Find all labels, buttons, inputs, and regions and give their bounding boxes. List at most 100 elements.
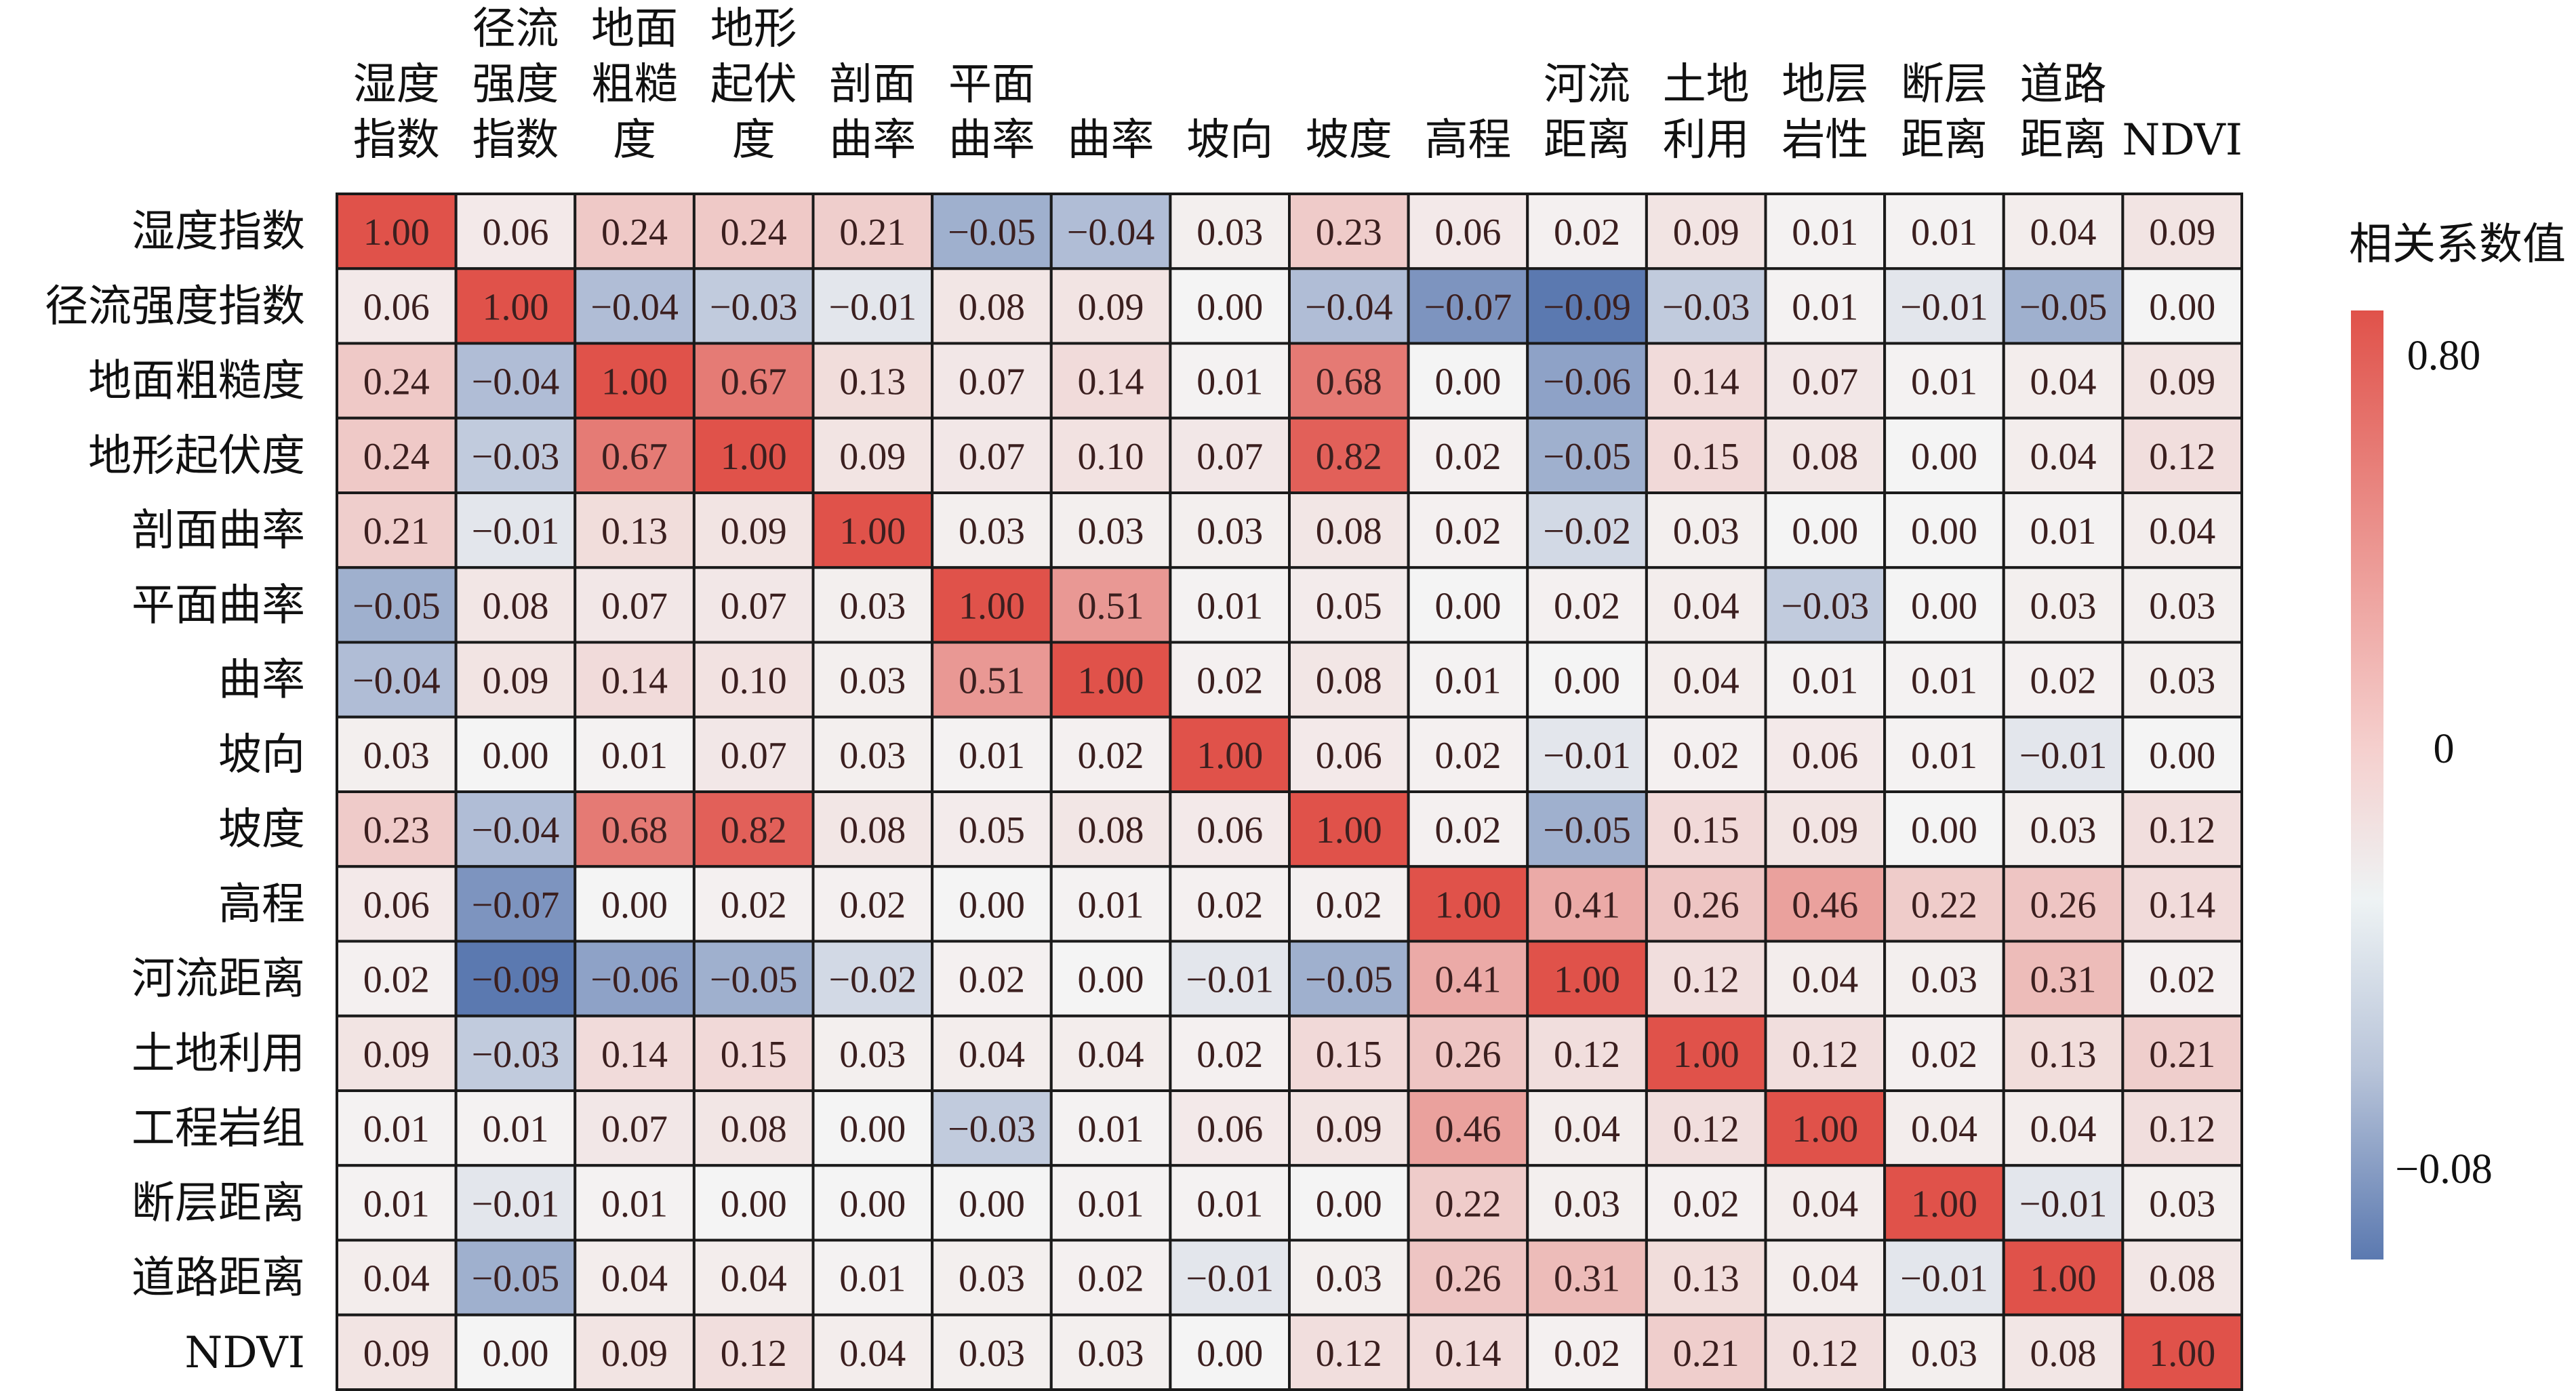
cell-value-label: 0.14: [1673, 361, 1739, 403]
cell-value-label: 0.06: [1792, 735, 1858, 777]
cell-value-label: 0.82: [1316, 436, 1382, 478]
cell-value-label: −0.07: [472, 884, 560, 926]
heatmap-cell: [931, 1164, 1053, 1242]
heatmap-cell: [811, 1014, 934, 1092]
heatmap-cell: [2121, 1014, 2244, 1092]
column-label: 径流: [472, 4, 559, 54]
cell-value-label: 0.03: [839, 585, 906, 627]
cell-value-label: −0.05: [353, 585, 441, 627]
cell-value-label: 0.02: [1673, 735, 1739, 777]
heatmap-cell: [1764, 1014, 1887, 1092]
column-label: 道路: [2020, 60, 2107, 110]
cell-value-label: 0.02: [721, 884, 787, 926]
column-label: 粗糙: [591, 60, 678, 110]
heatmap-cell: [454, 1164, 577, 1242]
heatmap-cell: [811, 1238, 934, 1316]
cell-value-label: 0.02: [1078, 735, 1144, 777]
cell-value-label: 0.09: [839, 436, 906, 478]
cell-value-label: 0.12: [1673, 1108, 1739, 1150]
heatmap-cell: [692, 342, 815, 420]
cell-value-label: 0.03: [2149, 1183, 2215, 1225]
cell-value-label: 0.06: [1316, 735, 1382, 777]
heatmap-cell: [1288, 641, 1410, 719]
cell-value-label: 0.46: [1792, 884, 1858, 926]
cell-value-label: 0.04: [363, 1258, 430, 1300]
heatmap-cell: [1407, 1089, 1529, 1167]
heatmap-cell: [1526, 491, 1648, 569]
column-label: 曲率: [829, 115, 916, 165]
cell-value-label: 0.68: [1316, 361, 1382, 403]
row-label: 高程: [218, 879, 305, 929]
cell-value-label: 0.00: [1316, 1183, 1382, 1225]
row-label: 地面粗糙度: [88, 357, 305, 407]
column-label: 距离: [2020, 115, 2107, 165]
heatmap-cell: [2002, 566, 2125, 644]
cell-value-label: 0.04: [721, 1258, 787, 1300]
cell-value-label: −0.01: [1186, 959, 1274, 1001]
cell-value-label: 0.03: [2149, 585, 2215, 627]
heatmap-cell: [692, 790, 815, 868]
cell-value-label: 0.12: [2149, 1108, 2215, 1150]
column-label: 曲率: [948, 115, 1035, 165]
heatmap-cell: [2121, 790, 2244, 868]
column-label: 断层: [1901, 60, 1988, 110]
cell-value-label: 0.02: [1673, 1183, 1739, 1225]
heatmap-cell: [692, 566, 815, 644]
heatmap-cell: [1049, 416, 1172, 494]
heatmap-cell: [1645, 193, 1767, 270]
row-label: 道路距离: [132, 1253, 305, 1304]
heatmap-cell: [1288, 566, 1410, 644]
heatmap-cell: [692, 267, 815, 345]
colorbar-tick-label: 0: [2434, 726, 2455, 772]
cell-value-label: 0.51: [1078, 585, 1144, 627]
cell-value-label: 0.01: [482, 1108, 548, 1150]
cell-value-label: 0.08: [959, 286, 1025, 328]
cell-value-label: 0.24: [601, 211, 668, 254]
cell-value-label: 0.00: [721, 1183, 787, 1225]
heatmap-cell: [336, 1089, 458, 1167]
cell-value-label: 0.07: [959, 361, 1025, 403]
cell-value-label: 1.00: [839, 510, 906, 552]
heatmap-cell: [931, 193, 1053, 270]
heatmap-cell: [931, 416, 1053, 494]
cell-value-label: 0.08: [1792, 436, 1858, 478]
column-label: NDVI: [2122, 115, 2242, 165]
cell-value-label: 0.01: [1911, 361, 1977, 403]
cell-value-label: 0.26: [2030, 884, 2097, 926]
row-label: 坡度: [218, 805, 305, 855]
cell-value-label: 0.46: [1434, 1108, 1501, 1150]
cell-value-label: 0.04: [1792, 959, 1858, 1001]
cell-value-label: 0.06: [363, 884, 430, 926]
heatmap-cell: [336, 566, 458, 644]
cell-value-label: 0.13: [1673, 1258, 1739, 1300]
heatmap-cell: [931, 790, 1053, 868]
cell-value-label: 0.12: [1554, 1034, 1620, 1076]
row-label: NDVI: [184, 1328, 305, 1378]
cell-value-label: 0.09: [363, 1333, 430, 1375]
cell-value-label: 0.00: [1911, 510, 1977, 552]
heatmap-cell: [2002, 1238, 2125, 1316]
heatmap-cell: [1764, 342, 1887, 420]
cell-value-label: 0.01: [363, 1183, 430, 1225]
cell-value-label: 0.06: [1196, 809, 1263, 851]
heatmap-cell: [2121, 940, 2244, 1017]
cell-value-label: −0.02: [1543, 510, 1631, 552]
cell-value-label: 0.00: [1196, 1333, 1263, 1375]
heatmap-cell: [692, 491, 815, 569]
cell-value-label: 0.01: [601, 1183, 668, 1225]
cell-value-label: 0.00: [2149, 286, 2215, 328]
cell-value-label: 0.02: [1554, 585, 1620, 627]
cell-value-label: 0.05: [959, 809, 1025, 851]
row-label: 湿度指数: [132, 207, 305, 257]
row-label: 地形起伏度: [88, 431, 305, 481]
heatmap-cell: [1764, 1238, 1887, 1316]
heatmap-cell: [1288, 491, 1410, 569]
cell-value-label: −0.04: [472, 809, 560, 851]
heatmap-cell: [1526, 1238, 1648, 1316]
cell-value-label: 0.09: [2149, 361, 2215, 403]
cell-value-label: 1.00: [1078, 660, 1144, 702]
cell-value-label: −0.03: [710, 286, 798, 328]
cell-value-label: 0.67: [721, 361, 787, 403]
cell-value-label: 0.01: [1792, 286, 1858, 328]
cell-value-label: 0.24: [363, 361, 430, 403]
